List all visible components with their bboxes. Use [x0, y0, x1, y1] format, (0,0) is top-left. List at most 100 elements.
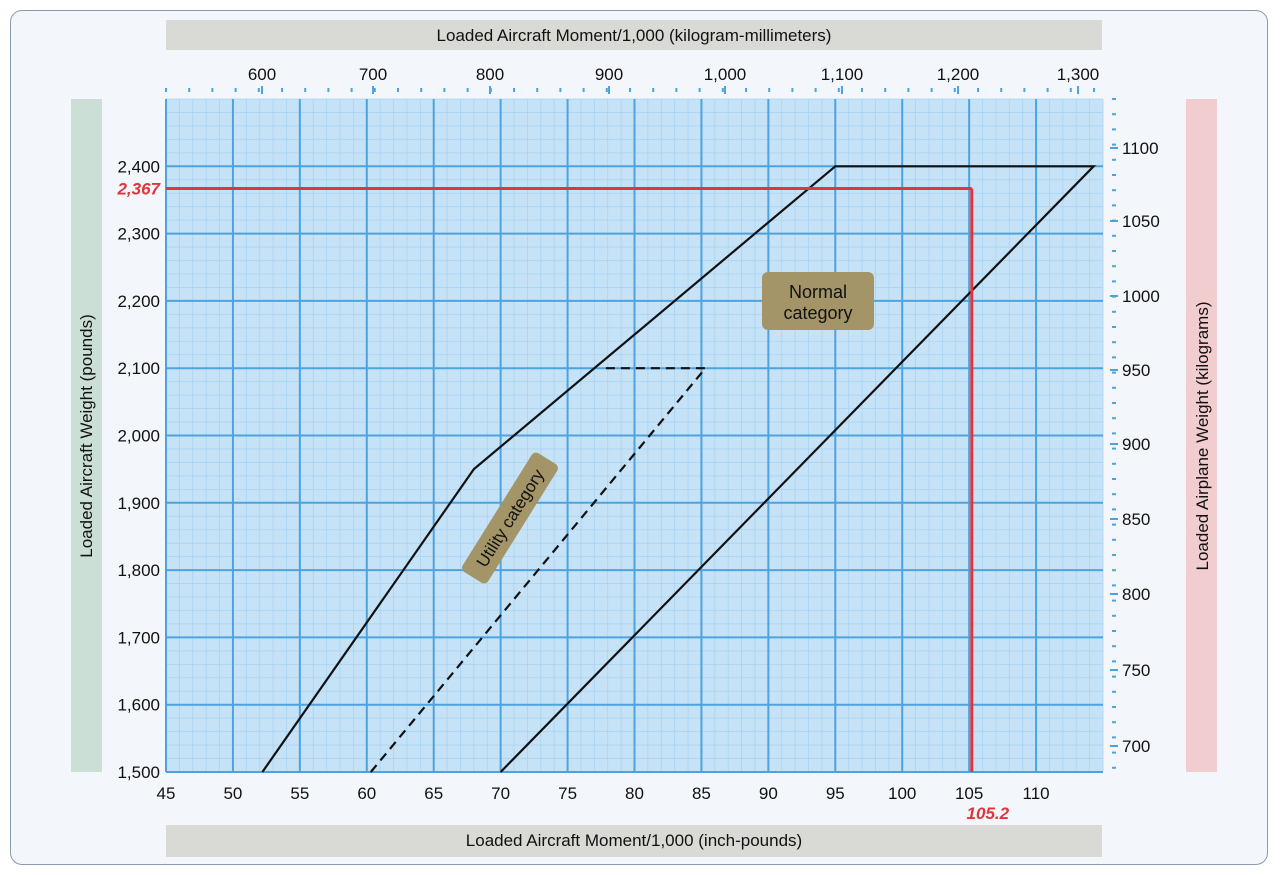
top-tick-dot	[1093, 88, 1095, 92]
normal-category-label-box	[762, 272, 874, 330]
y-tick-label: 2,400	[117, 157, 160, 176]
right-tick-dot	[1112, 721, 1116, 724]
right-tick-dot	[1112, 250, 1116, 252]
example-weight-label: 2,367	[116, 180, 161, 199]
right-tick-dot	[1112, 280, 1116, 283]
top-tick-dot	[953, 88, 956, 92]
top-tick-label: 1,000	[704, 65, 747, 84]
right-tick-dot	[1112, 386, 1116, 389]
right-tick-dot	[1112, 356, 1116, 359]
top-tick-dot	[837, 88, 840, 92]
top-tick-dot	[327, 88, 330, 92]
right-major-tick	[1110, 443, 1118, 445]
x-tick-label: 80	[625, 784, 644, 803]
right-major-tick	[1110, 295, 1118, 297]
top-tick-dot	[350, 88, 353, 92]
top-tick-label: 700	[359, 65, 387, 84]
top-major-tick	[372, 86, 374, 94]
x-tick-label: 85	[692, 784, 711, 803]
right-tick-label: 1000	[1122, 287, 1160, 306]
right-tick-dot	[1112, 371, 1116, 374]
right-major-tick	[1110, 147, 1118, 149]
right-major-tick	[1110, 745, 1118, 747]
top-tick-dot	[559, 88, 562, 92]
right-tick-label: 800	[1122, 585, 1150, 604]
y-tick-label: 1,500	[117, 763, 160, 782]
right-tick-dot	[1112, 447, 1116, 450]
right-tick-dot	[1112, 706, 1116, 708]
y-tick-label: 1,800	[117, 561, 160, 580]
top-tick-dot	[1000, 88, 1003, 92]
right-tick-dot	[1112, 462, 1116, 465]
x-tick-label: 100	[888, 784, 916, 803]
top-axis-bar	[166, 20, 1102, 50]
top-tick-dot	[745, 88, 747, 92]
top-tick-dot	[652, 88, 655, 92]
right-tick-dot	[1112, 113, 1116, 116]
x-tick-label: 110	[1023, 784, 1050, 803]
top-tick-label: 1,200	[937, 65, 980, 84]
right-tick-dot	[1112, 614, 1116, 617]
right-tick-dot	[1112, 128, 1116, 131]
top-major-tick	[1077, 86, 1079, 94]
right-tick-label: 950	[1122, 361, 1150, 380]
top-tick-label: 1,300	[1057, 65, 1100, 84]
top-tick-dot	[466, 88, 469, 92]
top-tick-dot	[1023, 88, 1026, 92]
normal-category-envelope	[261, 165, 1097, 773]
right-tick-label: 900	[1122, 435, 1150, 454]
y-tick-label: 1,700	[117, 628, 160, 647]
right-tick-dot	[1112, 174, 1116, 176]
y-tick-label: 2,200	[117, 292, 160, 311]
top-tick-dot	[930, 88, 933, 92]
right-tick-dot	[1112, 508, 1116, 511]
y-tick-label: 2,300	[117, 225, 160, 244]
right-tick-dot	[1112, 326, 1116, 328]
right-tick-dot	[1112, 402, 1116, 404]
left-axis-bar	[71, 99, 102, 772]
right-tick-dot	[1112, 265, 1116, 268]
x-tick-label: 50	[223, 784, 242, 803]
right-tick-dot	[1112, 569, 1116, 572]
top-major-tick	[957, 86, 959, 94]
right-tick-dot	[1112, 538, 1116, 541]
top-tick-dot	[977, 88, 979, 92]
right-tick-label: 700	[1122, 737, 1150, 756]
right-tick-dot	[1112, 630, 1116, 632]
top-axis-title: Loaded Aircraft Moment/1,000 (kilogram-m…	[437, 26, 832, 45]
top-tick-label: 600	[248, 65, 276, 84]
right-tick-dot	[1112, 675, 1116, 678]
top-tick-label: 800	[476, 65, 504, 84]
y-tick-label: 1,600	[117, 696, 160, 715]
bottom-axis-bar	[166, 825, 1102, 857]
right-tick-dot	[1112, 204, 1116, 207]
right-tick-dot	[1112, 98, 1116, 100]
x-tick-label: 60	[357, 784, 376, 803]
top-tick-dot	[791, 88, 794, 92]
right-tick-dot	[1112, 523, 1116, 526]
top-tick-dot	[397, 88, 399, 92]
x-tick-label: 90	[759, 784, 778, 803]
bottom-axis-title: Loaded Aircraft Moment/1,000 (inch-pound…	[466, 831, 802, 850]
top-tick-dot	[257, 88, 260, 92]
top-tick-dot	[513, 88, 515, 92]
right-tick-dot	[1112, 690, 1116, 693]
x-tick-label: 95	[826, 784, 845, 803]
top-tick-label: 900	[595, 65, 623, 84]
right-tick-dot	[1112, 143, 1116, 146]
top-tick-dot	[234, 88, 237, 92]
top-tick-dot	[420, 88, 423, 92]
right-tick-dot	[1112, 432, 1116, 435]
right-tick-dot	[1112, 234, 1116, 237]
top-major-tick	[261, 86, 263, 94]
top-tick-dot	[211, 88, 214, 92]
right-tick-dot	[1112, 660, 1116, 663]
right-major-tick	[1110, 369, 1118, 371]
right-major-tick	[1110, 518, 1118, 520]
y-tick-label: 1,900	[117, 494, 160, 513]
right-tick-dot	[1112, 310, 1116, 313]
right-tick-label: 1050	[1122, 212, 1160, 231]
right-major-tick	[1110, 669, 1118, 671]
top-major-tick	[489, 86, 491, 94]
